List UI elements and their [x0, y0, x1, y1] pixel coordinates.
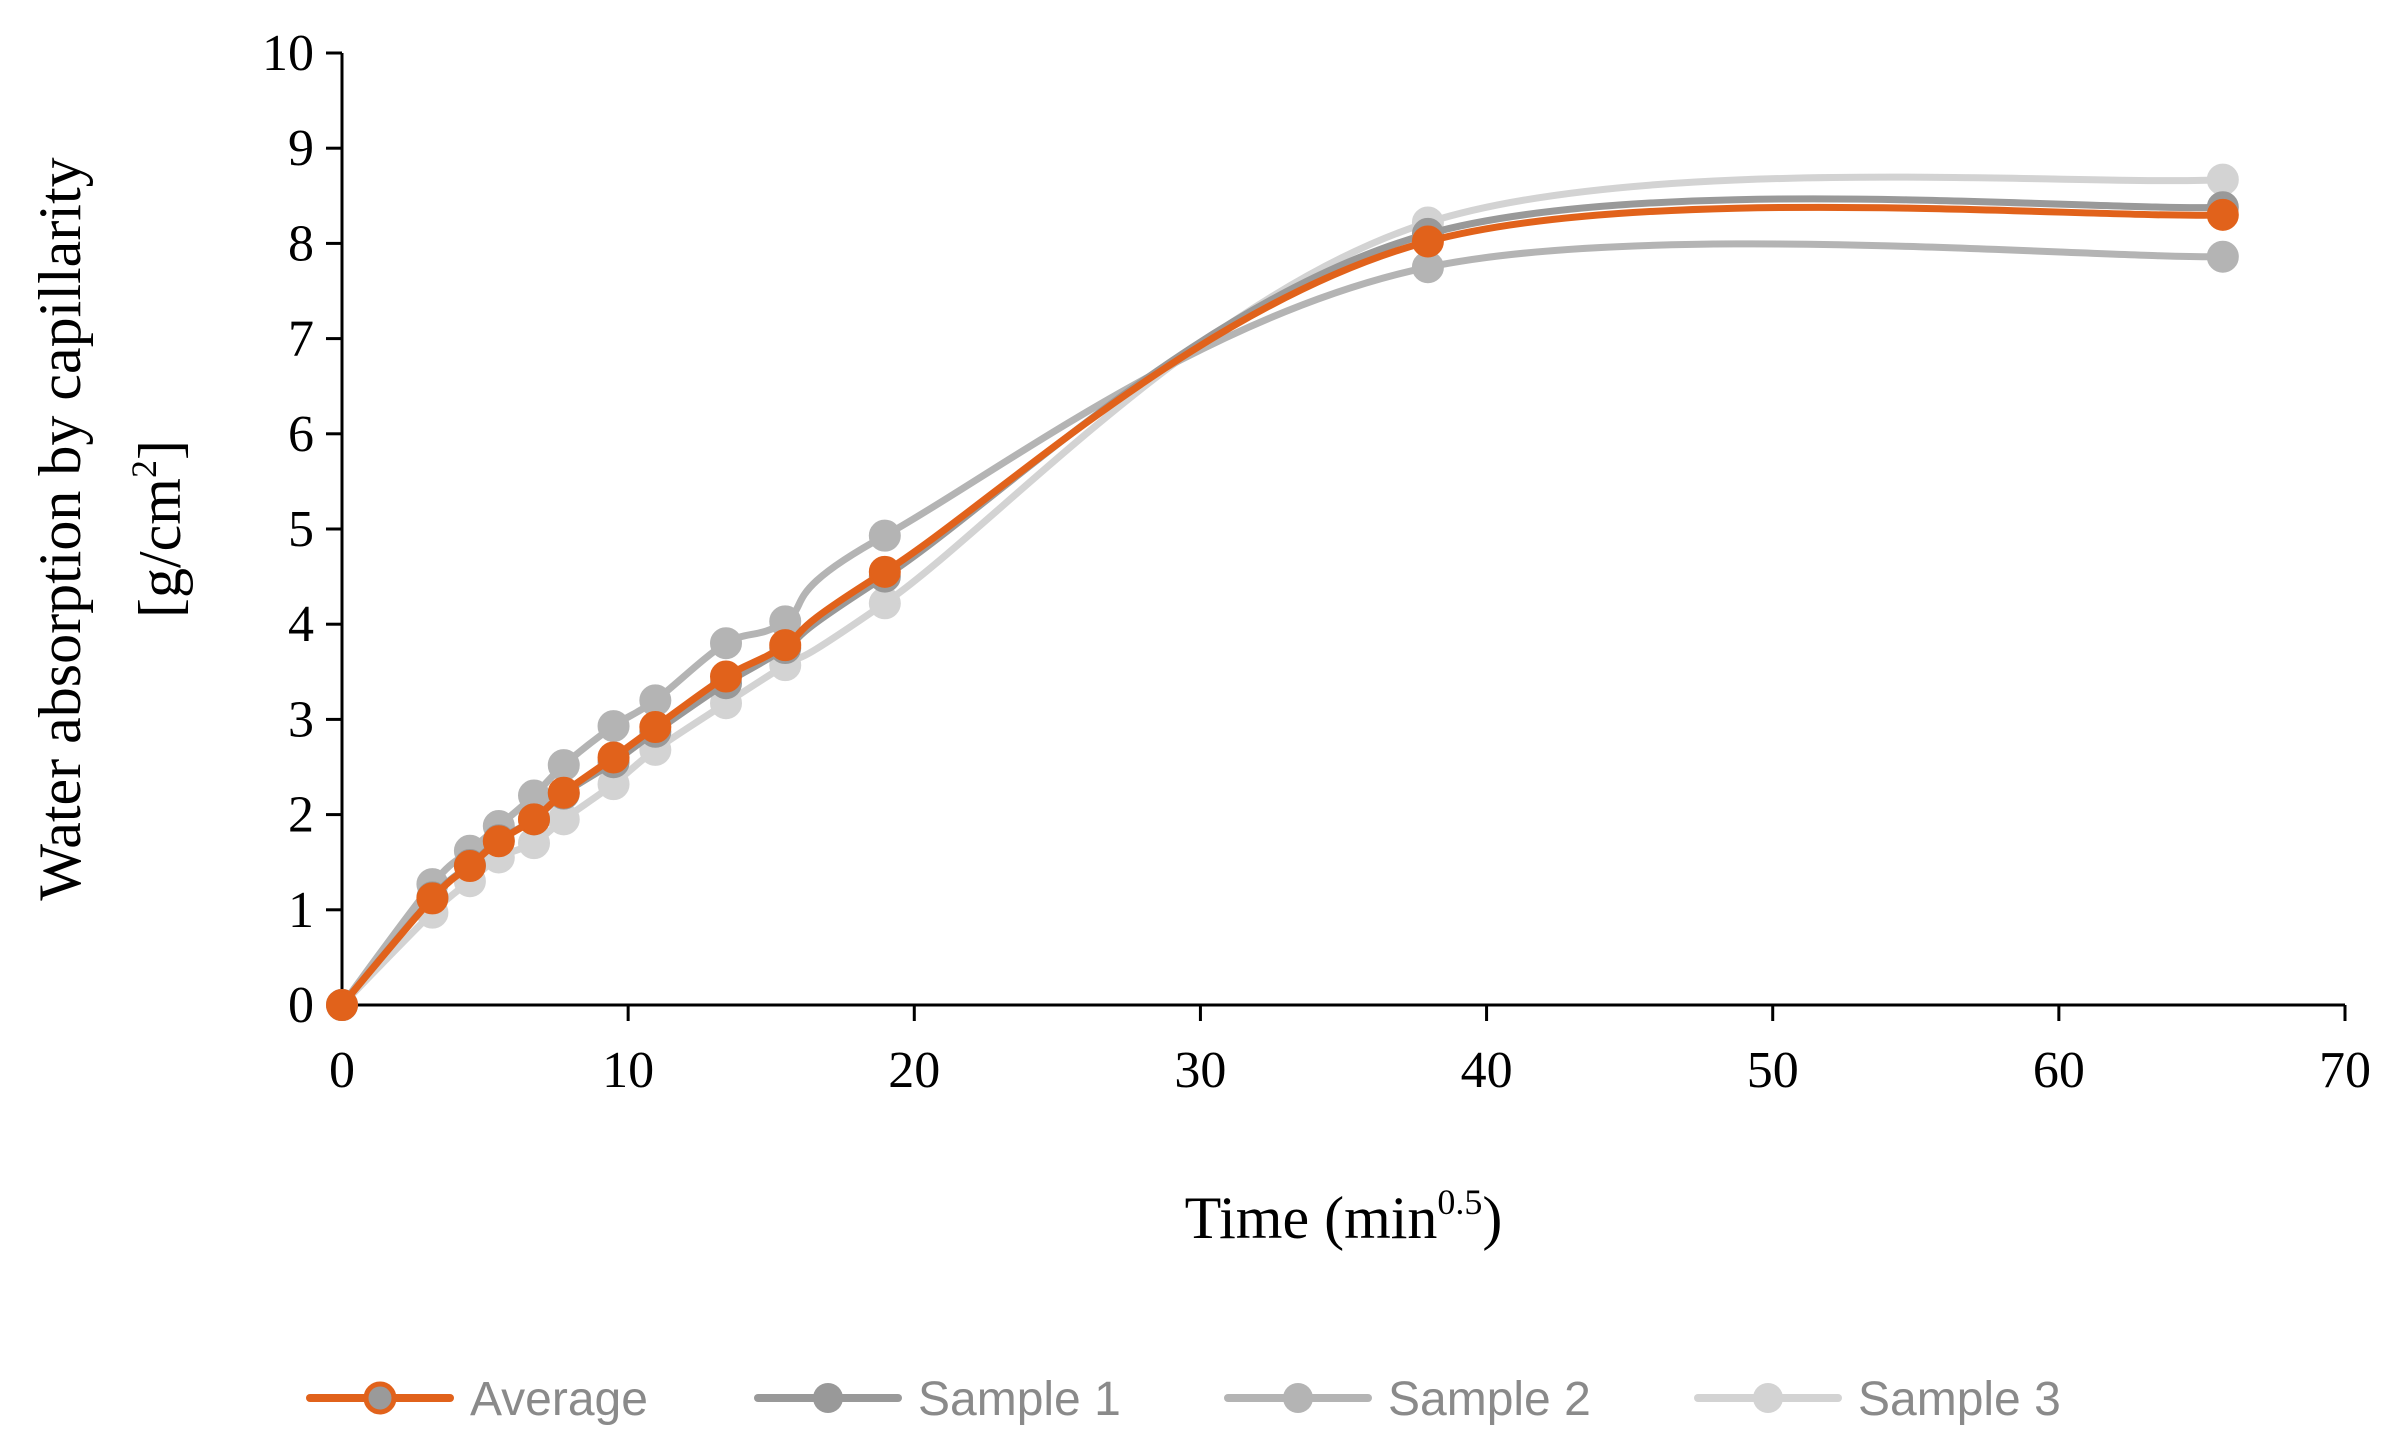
data-point-average	[416, 882, 449, 915]
legend-item-sample-1: Sample 1	[754, 1373, 1121, 1426]
y-tick-label: 1	[288, 882, 314, 939]
x-tick-label: 20	[888, 1042, 940, 1099]
legend: Average Sample 1 Sample 2 Sample 3	[306, 1373, 2061, 1426]
data-point-average	[639, 711, 672, 744]
x-tick-label: 40	[1461, 1042, 1513, 1099]
x-tick-label: 0	[329, 1042, 355, 1099]
y-tick-label: 6	[288, 406, 314, 463]
series-line-sample-1	[338, 195, 2227, 1009]
data-point-average	[868, 555, 901, 588]
x-axis-title-sup: 0.5	[1437, 1182, 1482, 1222]
y-tick-label: 4	[288, 596, 314, 653]
series-line-average	[338, 203, 2227, 1009]
legend-label-sample-2: Sample 2	[1388, 1373, 1591, 1426]
x-tick-label: 60	[2033, 1042, 2085, 1099]
data-point-average	[453, 850, 486, 883]
legend-marker-sample-3	[1753, 1383, 1783, 1413]
data-point-average	[769, 629, 802, 662]
y-axis-title-sup: 2	[124, 460, 164, 478]
x-tick-label: 10	[602, 1042, 654, 1099]
y-tick-label: 10	[262, 25, 314, 82]
series-line-sample-2	[338, 240, 2227, 1009]
data-point-average	[2206, 198, 2239, 231]
x-tick-label: 50	[1747, 1042, 1799, 1099]
y-axis-title-end: ]	[127, 440, 193, 460]
y-tick-label: 2	[288, 787, 314, 844]
data-point-sample-2	[547, 749, 580, 782]
y-axis-title-main: [g/cm	[127, 478, 193, 618]
data-point-sample-2	[868, 519, 901, 552]
data-point-average	[482, 825, 515, 858]
legend-label-sample-1: Sample 1	[918, 1373, 1121, 1426]
y-tick-label: 0	[288, 977, 314, 1034]
legend-label-sample-3: Sample 3	[1858, 1373, 2061, 1426]
legend-item-sample-2: Sample 2	[1224, 1373, 1591, 1426]
data-point-average	[710, 660, 743, 693]
data-point-sample-3	[2206, 163, 2239, 196]
y-tick-label: 5	[288, 501, 314, 558]
data-point-average	[1411, 225, 1444, 258]
y-tick-label: 9	[288, 120, 314, 177]
data-point-sample-3	[868, 587, 901, 620]
data-point-average	[326, 989, 358, 1021]
legend-label-average: Average	[470, 1373, 648, 1426]
legend-marker-sample-1	[813, 1383, 843, 1413]
legend-marker-sample-2	[1283, 1383, 1313, 1413]
data-point-average	[597, 741, 630, 774]
x-tick-label: 30	[1174, 1042, 1226, 1099]
y-axis-title-line1: Water absorption by capillarity	[27, 157, 93, 900]
x-axis-title-main: Time (min	[1185, 1185, 1438, 1251]
data-point-average	[547, 776, 580, 809]
legend-marker-average	[363, 1381, 397, 1415]
data-point-sample-2	[597, 710, 630, 743]
data-point-sample-2	[710, 627, 743, 660]
y-tick-label: 7	[288, 311, 314, 368]
legend-item-sample-3: Sample 3	[1694, 1373, 2061, 1426]
axes: 0 1 2 3 4 5 6 7 8 9 10 0 10 20 30 40 50 60 70 Time (min0.5)…	[27, 25, 2371, 1251]
x-axis-title: Time (min0.5)	[1185, 1182, 1503, 1251]
data-point-sample-2	[639, 684, 672, 717]
x-tick-label: 70	[2319, 1042, 2371, 1099]
series-average	[326, 198, 2239, 1021]
x-axis-title-end: )	[1482, 1185, 1502, 1251]
series-layer	[326, 163, 2239, 1021]
data-point-sample-2	[2206, 240, 2239, 273]
y-axis-title-line2: [g/cm2]	[124, 440, 193, 618]
data-point-average	[518, 803, 551, 836]
y-tick-label: 3	[288, 691, 314, 748]
series-sample-2	[326, 240, 2239, 1021]
legend-item-average: Average	[306, 1373, 648, 1426]
y-tick-label: 8	[288, 215, 314, 272]
